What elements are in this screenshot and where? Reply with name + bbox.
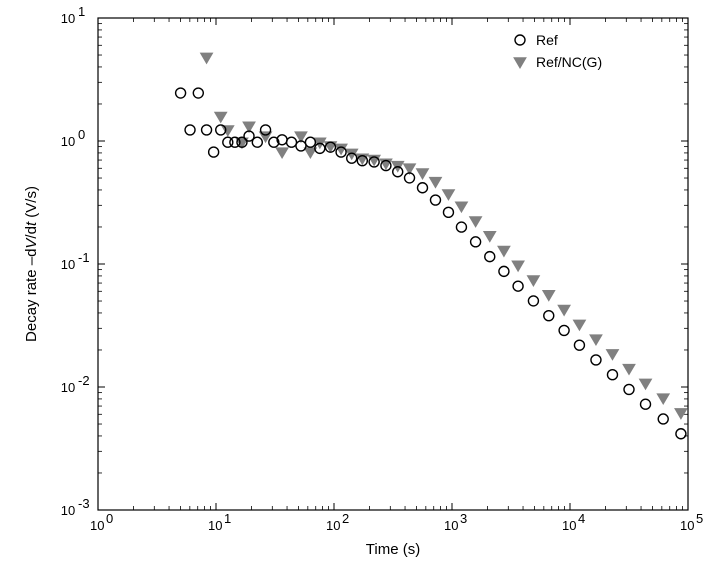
svg-text:5: 5 bbox=[696, 511, 703, 526]
svg-text:10: 10 bbox=[562, 518, 576, 533]
svg-text:3: 3 bbox=[460, 511, 467, 526]
svg-text:-2: -2 bbox=[78, 373, 90, 388]
svg-text:-1: -1 bbox=[78, 250, 90, 265]
svg-text:-3: -3 bbox=[78, 496, 90, 511]
svg-text:1: 1 bbox=[78, 4, 85, 19]
svg-text:10: 10 bbox=[444, 518, 458, 533]
svg-text:10: 10 bbox=[680, 518, 694, 533]
chart-svg: 10010110210310410510-310-210-1100101Time… bbox=[0, 0, 716, 578]
decay-rate-chart: 10010110210310410510-310-210-1100101Time… bbox=[0, 0, 716, 578]
svg-text:10: 10 bbox=[61, 11, 75, 26]
svg-text:10: 10 bbox=[61, 134, 75, 149]
svg-text:2: 2 bbox=[342, 511, 349, 526]
svg-text:10: 10 bbox=[61, 380, 75, 395]
svg-text:10: 10 bbox=[61, 257, 75, 272]
svg-text:10: 10 bbox=[208, 518, 222, 533]
svg-text:10: 10 bbox=[61, 503, 75, 518]
svg-text:0: 0 bbox=[106, 511, 113, 526]
legend-item-label: Ref bbox=[536, 32, 558, 48]
svg-text:4: 4 bbox=[578, 511, 585, 526]
svg-text:1: 1 bbox=[224, 511, 231, 526]
legend-item-label: Ref/NC(G) bbox=[536, 54, 602, 70]
x-axis-label: Time (s) bbox=[366, 541, 420, 558]
y-axis-label: Decay rate –dV/dt (V/s) bbox=[23, 186, 40, 342]
svg-text:10: 10 bbox=[326, 518, 340, 533]
svg-text:0: 0 bbox=[78, 127, 85, 142]
svg-text:10: 10 bbox=[90, 518, 104, 533]
